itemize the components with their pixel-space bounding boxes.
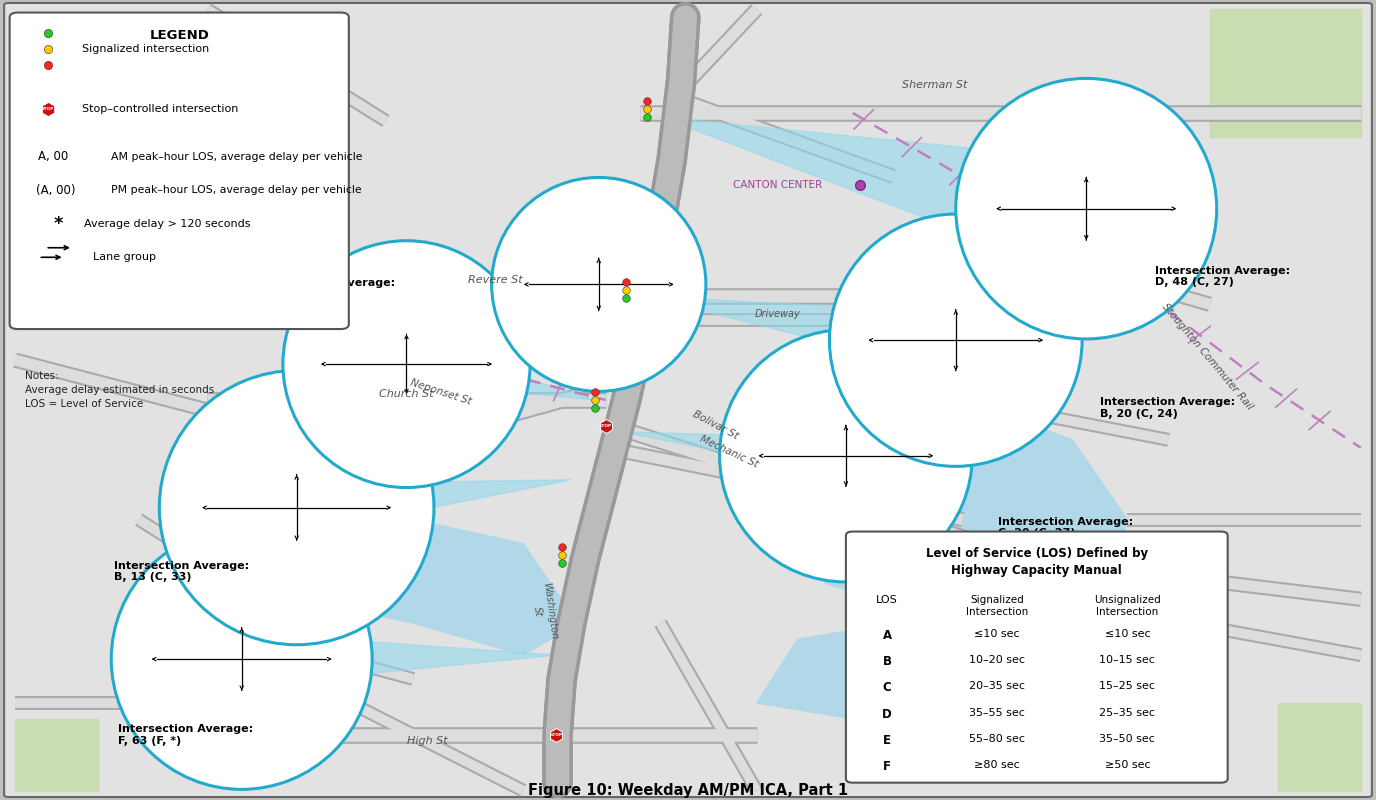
Text: F: F: [883, 760, 892, 774]
Text: Lane group: Lane group: [94, 252, 157, 262]
Text: ≤10 sec: ≤10 sec: [974, 629, 1020, 639]
Text: LEGEND: LEGEND: [149, 30, 209, 42]
Text: (A, 00): (A, 00): [36, 184, 76, 197]
Ellipse shape: [956, 78, 1216, 339]
Text: B: B: [882, 655, 892, 668]
Text: STOP: STOP: [41, 107, 54, 111]
Text: 35–55 sec: 35–55 sec: [969, 708, 1025, 718]
Text: D: D: [882, 708, 892, 721]
Text: Figure 10: Weekday AM/PM ICA, Part 1: Figure 10: Weekday AM/PM ICA, Part 1: [528, 783, 848, 798]
Ellipse shape: [160, 370, 433, 645]
Text: AM peak–hour LOS, average delay per vehicle: AM peak–hour LOS, average delay per vehi…: [111, 152, 363, 162]
Text: Intersection Average:
B, 20 (C, 24): Intersection Average: B, 20 (C, 24): [1099, 397, 1236, 418]
Polygon shape: [304, 330, 594, 400]
Text: Providence Commuter Rail: Providence Commuter Rail: [23, 247, 150, 322]
Ellipse shape: [720, 330, 973, 582]
Text: Intersection Average:
D, 48 (C, 27): Intersection Average: D, 48 (C, 27): [1154, 266, 1291, 287]
Text: *: *: [54, 215, 63, 233]
Text: Signalized
Intersection: Signalized Intersection: [966, 595, 1028, 617]
Text: Revere St: Revere St: [468, 275, 523, 286]
FancyBboxPatch shape: [10, 13, 348, 329]
Text: High St: High St: [407, 736, 447, 746]
Text: Signalized intersection: Signalized intersection: [83, 44, 209, 54]
Text: Washington
St: Washington St: [530, 582, 559, 642]
Text: Unsignalized
Intersection: Unsignalized Intersection: [1094, 595, 1161, 617]
Polygon shape: [1278, 703, 1361, 790]
Text: ≤10 sec: ≤10 sec: [1105, 629, 1150, 639]
Text: E: E: [883, 734, 892, 747]
Text: Driveway: Driveway: [754, 309, 799, 319]
Text: 35–50 sec: 35–50 sec: [1099, 734, 1156, 744]
Polygon shape: [660, 117, 1121, 238]
Polygon shape: [15, 719, 98, 790]
Text: Church St: Church St: [380, 389, 433, 398]
Ellipse shape: [491, 178, 706, 391]
Polygon shape: [215, 480, 571, 542]
Polygon shape: [549, 301, 655, 384]
Text: Bolivar St: Bolivar St: [691, 410, 740, 442]
Text: ≥80 sec: ≥80 sec: [974, 760, 1020, 770]
Text: Mechanic St: Mechanic St: [699, 434, 760, 470]
Text: A: A: [882, 629, 892, 642]
FancyBboxPatch shape: [4, 3, 1372, 797]
Ellipse shape: [283, 241, 530, 487]
Polygon shape: [622, 432, 923, 484]
Text: ≥50 sec: ≥50 sec: [1105, 760, 1150, 770]
Text: Average delay > 120 seconds: Average delay > 120 seconds: [84, 219, 250, 229]
Text: 15–25 sec: 15–25 sec: [1099, 682, 1156, 691]
Text: C: C: [883, 682, 892, 694]
Text: Sherman St: Sherman St: [903, 80, 967, 90]
Text: 10–15 sec: 10–15 sec: [1099, 655, 1156, 665]
Polygon shape: [1210, 10, 1361, 137]
Text: STOP: STOP: [549, 733, 563, 737]
Text: PM peak–hour LOS, average delay per vehicle: PM peak–hour LOS, average delay per vehi…: [111, 186, 362, 195]
Text: STOP: STOP: [599, 423, 612, 427]
Polygon shape: [757, 623, 936, 719]
Text: Intersection Average:
B, 11 (F, *): Intersection Average: B, 11 (F, *): [260, 278, 395, 299]
Text: Intersection Average:
B, 13 (C, 33): Intersection Average: B, 13 (C, 33): [114, 561, 249, 582]
Text: Level of Service (LOS) Defined by
Highway Capacity Manual: Level of Service (LOS) Defined by Highwa…: [926, 547, 1148, 578]
FancyBboxPatch shape: [846, 531, 1227, 782]
Polygon shape: [644, 296, 1024, 374]
Text: 10–20 sec: 10–20 sec: [969, 655, 1025, 665]
Text: 55–80 sec: 55–80 sec: [969, 734, 1025, 744]
Ellipse shape: [111, 529, 372, 790]
Text: Neponset St: Neponset St: [409, 378, 472, 406]
Text: Stoughton Commuter Rail: Stoughton Commuter Rail: [1160, 301, 1255, 411]
Text: Stop–controlled intersection: Stop–controlled intersection: [83, 104, 239, 114]
Text: LOS: LOS: [877, 595, 899, 606]
Text: Notes:
Average delay estimated in seconds
LOS = Level of Service: Notes: Average delay estimated in second…: [25, 370, 215, 409]
Ellipse shape: [830, 214, 1082, 466]
Text: 25–35 sec: 25–35 sec: [1099, 708, 1156, 718]
Text: 20–35 sec: 20–35 sec: [969, 682, 1025, 691]
Text: CANTON CENTER: CANTON CENTER: [732, 180, 821, 190]
Text: Intersection Average:
F, 63 (F, *): Intersection Average: F, 63 (F, *): [118, 724, 253, 746]
Polygon shape: [304, 519, 578, 655]
Polygon shape: [173, 629, 557, 691]
Text: Intersection Average:
C, 20 (C, 27): Intersection Average: C, 20 (C, 27): [999, 517, 1134, 538]
Polygon shape: [798, 400, 1127, 623]
Text: A, 00: A, 00: [39, 150, 69, 163]
